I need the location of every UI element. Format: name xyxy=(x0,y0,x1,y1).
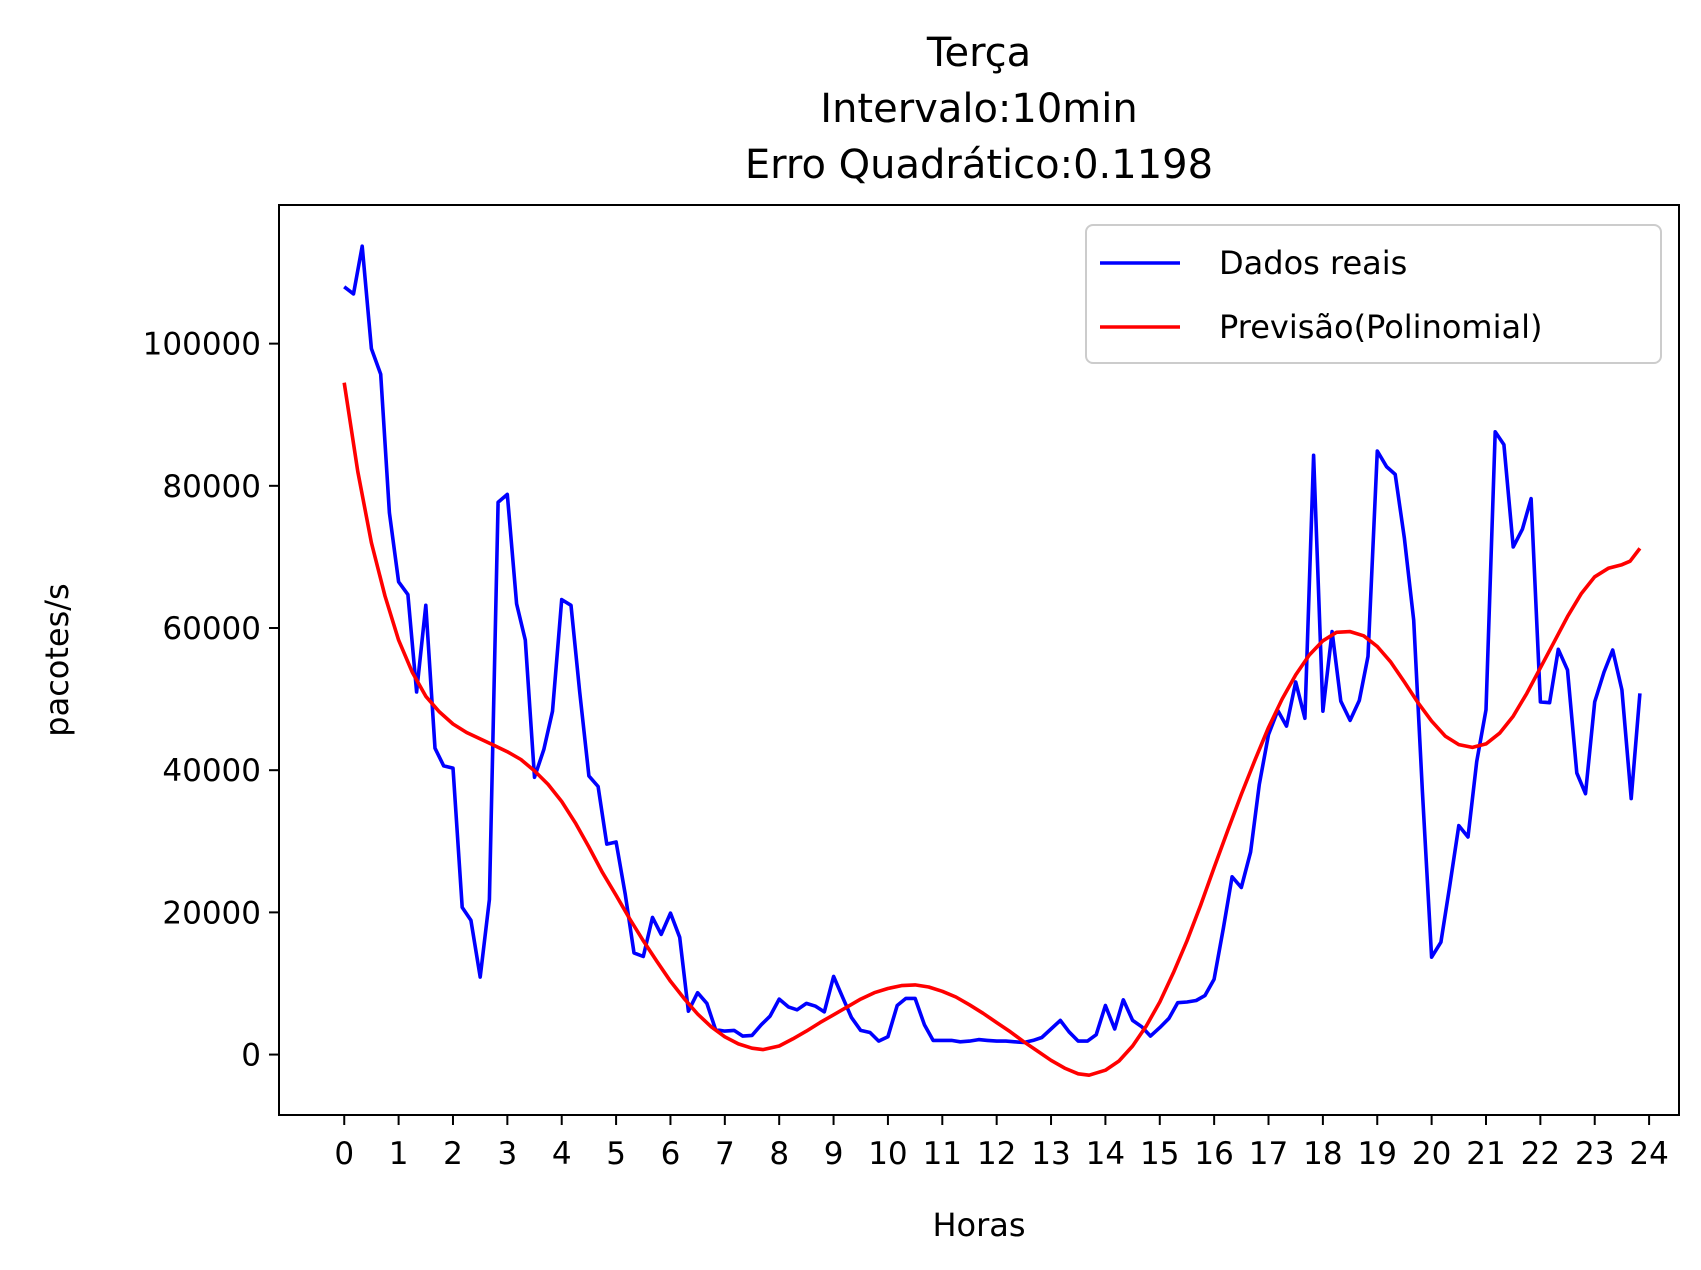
series-lines xyxy=(342,244,1642,1077)
y-axis-label: pacotes/s xyxy=(38,583,76,736)
x-tick-label: 5 xyxy=(606,1136,626,1172)
x-tick-label: 9 xyxy=(824,1136,844,1172)
x-tick-label: 18 xyxy=(1303,1136,1342,1172)
x-tick-label: 16 xyxy=(1194,1136,1233,1172)
legend: Dados reais Previsão(Polinomial) xyxy=(1085,224,1662,364)
y-tick-label: 0 xyxy=(241,1038,261,1074)
x-tick-label: 15 xyxy=(1140,1136,1179,1172)
series-dados-reais-line xyxy=(343,244,1642,1045)
legend-label: Previsão(Polinomial) xyxy=(1219,308,1542,346)
x-tick-label: 4 xyxy=(552,1136,572,1172)
y-tick-label: 80000 xyxy=(162,469,261,505)
x-tick-label: 2 xyxy=(443,1136,463,1172)
x-tick-label: 11 xyxy=(923,1136,962,1172)
y-tick-label: 40000 xyxy=(162,753,261,789)
chart-title-line: Erro Quadrático:0.1198 xyxy=(745,142,1213,188)
x-tick-label: 0 xyxy=(334,1136,354,1172)
x-tick-label: 21 xyxy=(1466,1136,1505,1172)
x-tick-label: 22 xyxy=(1521,1136,1560,1172)
legend-box xyxy=(1085,224,1662,364)
y-tick-label: 20000 xyxy=(162,895,261,931)
y-axis-ticks: 0 20000 40000 60000 80000 100000 xyxy=(143,327,279,1074)
x-tick-label: 8 xyxy=(769,1136,789,1172)
x-tick-label: 3 xyxy=(497,1136,517,1172)
chart-title: Terça Intervalo:10min Erro Quadrático:0.11… xyxy=(745,30,1213,188)
x-tick-label: 23 xyxy=(1575,1136,1614,1172)
x-tick-label: 17 xyxy=(1249,1136,1288,1172)
x-tick-label: 13 xyxy=(1031,1136,1070,1172)
x-tick-label: 24 xyxy=(1629,1136,1668,1172)
plot-frame xyxy=(278,204,1680,1116)
x-tick-label: 1 xyxy=(389,1136,409,1172)
x-tick-label: 7 xyxy=(715,1136,735,1172)
x-axis-label: Horas xyxy=(932,1206,1025,1244)
x-tick-label: 10 xyxy=(868,1136,907,1172)
y-tick-label: 100000 xyxy=(143,327,261,363)
series-previsao-line xyxy=(342,382,1642,1077)
x-tick-label: 20 xyxy=(1412,1136,1451,1172)
chart-title-line: Terça xyxy=(926,30,1031,76)
legend-label: Dados reais xyxy=(1219,244,1407,282)
y-tick-label: 60000 xyxy=(162,611,261,647)
chart-title-line: Intervalo:10min xyxy=(820,86,1137,132)
x-axis-ticks: 0 1 2 3 4 5 6 7 8 9 10 11 12 13 14 15 16 17 18 19 20 21 22 23 24 xyxy=(334,1115,1669,1172)
x-tick-label: 19 xyxy=(1358,1136,1397,1172)
x-tick-label: 6 xyxy=(661,1136,681,1172)
x-tick-label: 12 xyxy=(977,1136,1016,1172)
x-tick-label: 14 xyxy=(1086,1136,1125,1172)
